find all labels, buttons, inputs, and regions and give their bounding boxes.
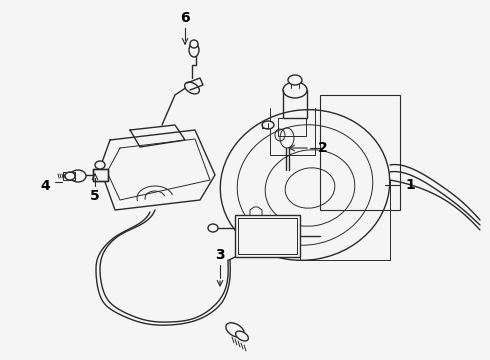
Ellipse shape	[185, 82, 199, 94]
Text: 6: 6	[180, 11, 190, 25]
Ellipse shape	[288, 75, 302, 85]
Ellipse shape	[226, 323, 244, 337]
Bar	[278, 118, 306, 136]
Ellipse shape	[283, 82, 307, 98]
Ellipse shape	[237, 125, 373, 245]
Ellipse shape	[220, 110, 390, 260]
Ellipse shape	[285, 168, 335, 208]
Bar	[320, 95, 400, 210]
Text: 1: 1	[405, 178, 415, 192]
Ellipse shape	[265, 150, 355, 226]
Ellipse shape	[236, 331, 248, 341]
Bar	[238, 218, 297, 254]
Ellipse shape	[189, 43, 199, 57]
Bar	[93, 169, 108, 181]
Text: 4: 4	[40, 179, 50, 193]
Text: 3: 3	[215, 248, 225, 262]
Ellipse shape	[95, 161, 105, 169]
Ellipse shape	[65, 172, 75, 180]
Text: 5: 5	[90, 189, 100, 203]
Bar	[235, 215, 300, 257]
Ellipse shape	[262, 121, 274, 129]
Ellipse shape	[70, 170, 86, 182]
Text: 2: 2	[318, 141, 328, 155]
Ellipse shape	[190, 40, 198, 48]
Ellipse shape	[208, 224, 218, 232]
